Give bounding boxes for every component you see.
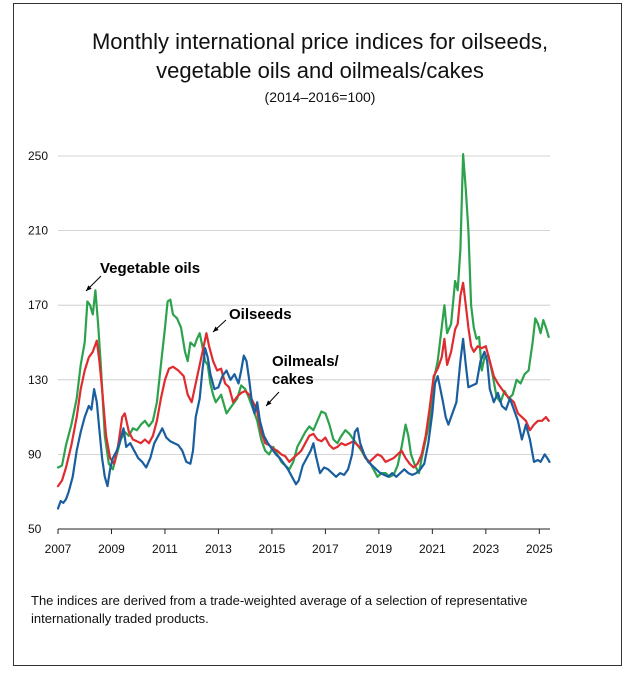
y-tick-label: 170	[28, 298, 48, 312]
x-tick-label: 2013	[205, 542, 232, 556]
x-tick-label: 2011	[152, 542, 178, 556]
x-tick-label: 2019	[366, 542, 393, 556]
label-pointer-arrowhead	[86, 285, 92, 291]
series-line-oilmeals-cakes	[56, 337, 551, 510]
y-tick-label: 130	[28, 373, 48, 387]
chart-footnote: The indices are derived from a trade-wei…	[31, 593, 528, 626]
label-pointer-arrowhead	[266, 400, 272, 406]
y-tick-label: 250	[28, 149, 48, 163]
y-tick-label: 210	[28, 224, 48, 238]
chart-subtitle: (2014–2016=100)	[264, 89, 376, 105]
series-line-vegetable-oils	[56, 153, 550, 478]
y-tick-label: 50	[28, 522, 42, 536]
x-tick-label: 2017	[312, 542, 339, 556]
x-tick-label: 2021	[419, 542, 446, 556]
chart-title-line-1: Monthly international price indices for …	[91, 29, 549, 54]
series-label-3: Oilmeals/	[272, 353, 340, 370]
series-line-oilseeds	[56, 281, 550, 488]
chart-title: Monthly international price indices for …	[30, 27, 610, 85]
series-label-1: Vegetable oils	[100, 260, 200, 277]
x-tick-label: 2025	[526, 542, 553, 556]
x-tick-label: 2007	[45, 542, 72, 556]
x-tick-label: 2015	[259, 542, 286, 556]
series-label-2: Oilseeds	[229, 306, 292, 323]
chart-frame	[13, 3, 622, 666]
y-tick-label: 90	[28, 447, 42, 461]
x-tick-label: 2023	[472, 542, 499, 556]
label-pointer-arrowhead	[213, 326, 219, 332]
x-tick-label: 2009	[98, 542, 125, 556]
chart-title-line-2: vegetable oils and oilmeals/cakes	[156, 58, 484, 83]
series-label-3: cakes	[272, 371, 314, 388]
